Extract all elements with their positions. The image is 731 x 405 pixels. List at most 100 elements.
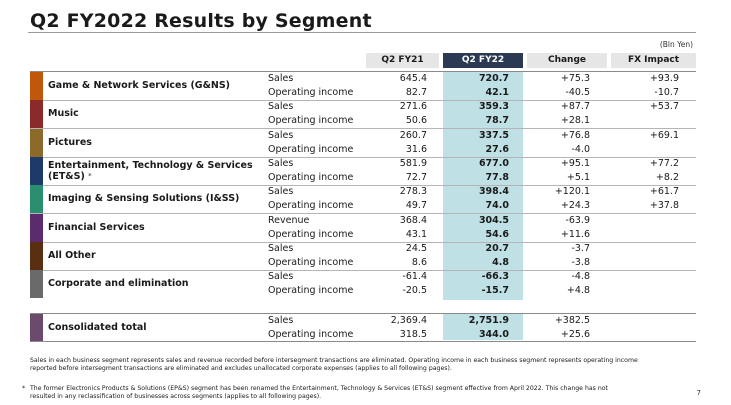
cell-q21: 82.7 [370, 86, 427, 100]
cell-q22: 74.0 [443, 199, 523, 213]
segment-consolidated: Consolidated total Sales 2,369.4 2,751.9 +38… [30, 314, 696, 341]
cell-q22: -66.3 [443, 270, 523, 284]
footnote-star: * [88, 171, 92, 180]
cell-q22-value: 398.4 [478, 186, 509, 198]
cell-q21-value: 72.7 [405, 171, 427, 183]
row-label: Operating income [268, 171, 353, 185]
cell-fx-impact: +53.7 [610, 100, 692, 114]
cell-q21: 318.5 [370, 328, 427, 342]
current-quarter-highlight-total [443, 313, 523, 340]
cell-q21-value: 50.6 [405, 115, 427, 127]
segment-color-bar [30, 128, 43, 157]
row-label: Operating income [268, 199, 353, 213]
cell-fx-impact: +93.9 [610, 72, 692, 86]
row-label: Revenue [268, 214, 309, 228]
segment-7: Corporate and elimination Sales -61.4 -66.3… [30, 270, 696, 299]
cell-change-value: -4.8 [571, 271, 590, 283]
segment-divider [30, 184, 696, 186]
cell-fx-impact [610, 242, 692, 256]
segment-name: All Other [48, 250, 96, 261]
cell-fx-impact [610, 114, 692, 128]
row-label-value: Operating income [268, 228, 354, 240]
row-label: Operating income [268, 143, 353, 157]
row-label: Operating income [268, 284, 353, 298]
cell-change: +11.6 [526, 228, 596, 242]
cell-change: -3.8 [526, 256, 596, 270]
cell-fx-impact-value: +53.7 [649, 101, 679, 113]
cell-q22-value: 20.7 [485, 242, 509, 254]
cell-q21: 50.6 [370, 114, 427, 128]
footnote-line: Sales in each business segment represent… [30, 357, 638, 364]
cell-q22: 78.7 [443, 114, 523, 128]
cell-q21-value: 260.7 [399, 129, 427, 141]
cell-change: -4.0 [526, 143, 596, 157]
column-header-q21: Q2 FY21 [366, 53, 439, 68]
cell-fx-impact-value: +37.8 [649, 200, 679, 212]
row-label: Operating income [268, 256, 353, 270]
cell-fx-impact [610, 328, 692, 342]
table-row: Sales 24.5 20.7 -3.7 [30, 242, 696, 256]
segment-name: Corporate and elimination [48, 278, 189, 289]
consolidated-top-rule [30, 313, 696, 314]
cell-change-value: -40.5 [565, 87, 590, 98]
cell-q22-value: 78.7 [485, 115, 509, 127]
table-row: Sales 2,369.4 2,751.9 +382.5 [30, 314, 696, 328]
table-row: Sales 260.7 337.5 +76.8 +69.1 [30, 129, 696, 143]
cell-fx-impact [610, 284, 692, 298]
cell-q22: 54.6 [443, 228, 523, 242]
cell-q21-value: -20.5 [402, 285, 427, 297]
segment-name-text: Game & Network Services (G&NS) [48, 80, 231, 91]
row-label-value: Operating income [268, 200, 354, 212]
segment-name-text: Corporate and elimination [48, 278, 189, 290]
cell-q21: -61.4 [370, 270, 427, 284]
table-row: Revenue 368.4 304.5 -63.9 [30, 214, 696, 228]
segment-name-text: Imaging & Sensing Solutions (I&SS) [48, 193, 240, 205]
cell-change: +382.5 [526, 314, 596, 328]
cell-fx-impact-value: +8.2 [655, 171, 679, 183]
segment-name: Pictures [48, 137, 92, 148]
cell-q21: 581.9 [370, 157, 427, 171]
segment-name-text: Consolidated total [48, 321, 147, 333]
cell-q22-value: 42.1 [485, 87, 509, 98]
cell-q21: 260.7 [370, 129, 427, 143]
row-label: Sales [268, 314, 293, 328]
segment-color-bar [30, 241, 43, 270]
row-label: Operating income [268, 328, 353, 342]
segment-3: Entertainment, Technology & Services (ET… [30, 156, 696, 185]
cell-q21-value: 31.6 [405, 143, 427, 155]
segment-color-bar [30, 156, 43, 185]
segment-6: All Other Sales 24.5 20.7 -3.7 Operating inco… [30, 241, 696, 270]
row-label-value: Sales [268, 315, 294, 326]
cell-q21-value: 368.4 [399, 214, 427, 226]
row-label-value: Operating income [268, 115, 354, 127]
cell-change-value: +5.1 [566, 171, 590, 183]
cell-q21: 31.6 [370, 143, 427, 157]
table-row: Sales 271.6 359.3 +87.7 +53.7 [30, 100, 696, 114]
segment-name-text: Financial Services [48, 221, 145, 233]
table-row: Operating income 31.6 27.6 -4.0 [30, 143, 696, 157]
row-label-value: Operating income [268, 256, 354, 268]
cell-q21-value: 318.5 [399, 329, 427, 340]
cell-q22: -15.7 [443, 284, 523, 298]
cell-change-value: +76.8 [560, 129, 590, 141]
cell-q21-value: 2,369.4 [390, 315, 427, 326]
cell-q22-value: 344.0 [478, 329, 509, 340]
segment-divider [30, 213, 696, 215]
table-row: Sales 581.9 677.0 +95.1 +77.2 [30, 157, 696, 171]
table-row: Sales 278.3 398.4 +120.1 +61.7 [30, 185, 696, 199]
segment-name-text: Entertainment, Technology & Services (ET… [48, 159, 253, 182]
page-number: 7 [696, 389, 701, 397]
table-row: Operating income 72.7 77.8 +5.1 +8.2 [30, 171, 696, 185]
segment-color-bar [30, 72, 43, 100]
cell-fx-impact: +69.1 [610, 129, 692, 143]
cell-q22-value: 720.7 [478, 73, 509, 84]
cell-q22: 720.7 [443, 72, 523, 86]
cell-q22-value: 304.5 [478, 214, 509, 226]
segment-color-bar [30, 314, 43, 341]
cell-q22-value: 4.8 [492, 256, 509, 268]
row-label-value: Sales [268, 129, 294, 141]
cell-q21: 645.4 [370, 72, 427, 86]
segment-name: Game & Network Services (G&NS) [48, 80, 230, 91]
cell-fx-impact-value: +93.9 [649, 73, 679, 84]
cell-change-value: -63.9 [565, 214, 590, 226]
